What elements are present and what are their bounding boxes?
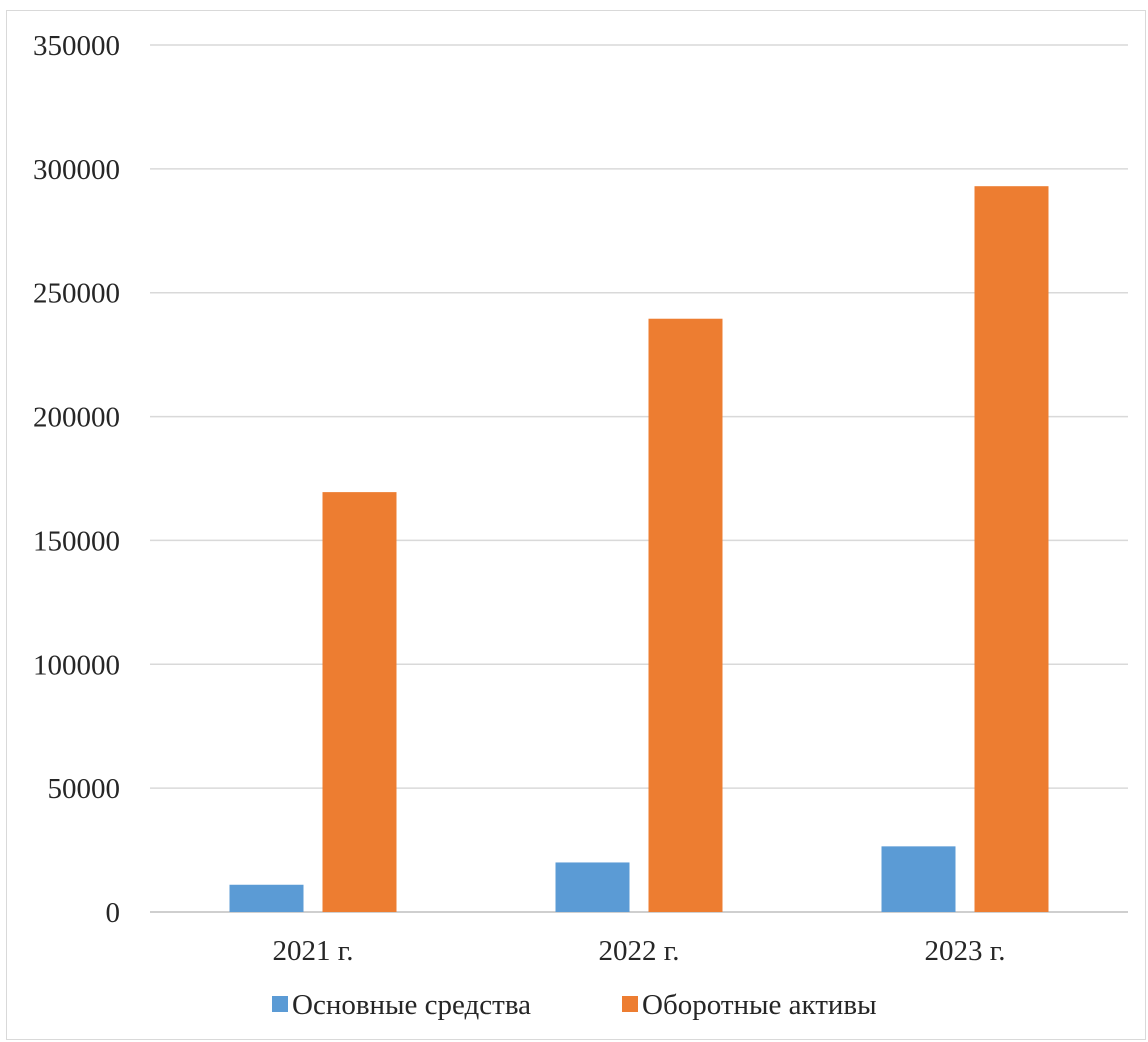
bars xyxy=(229,186,1049,913)
bar-oborotnye-aktivy-0 xyxy=(322,492,397,912)
y-tick-label: 50000 xyxy=(48,773,121,805)
x-tick-label: 2021 г. xyxy=(272,935,353,967)
y-tick-label: 350000 xyxy=(33,30,120,62)
x-tick-label: 2022 г. xyxy=(598,935,679,967)
legend-label: Основные средства xyxy=(292,989,531,1021)
y-tick-label: 100000 xyxy=(33,649,120,681)
legend-label: Оборотные активы xyxy=(642,989,877,1021)
bar-osnovnye-sredstva-0 xyxy=(229,884,304,912)
y-tick-label: 300000 xyxy=(33,154,120,186)
y-tick-label: 150000 xyxy=(33,525,120,557)
bar-osnovnye-sredstva-1 xyxy=(555,862,630,912)
y-tick-label: 250000 xyxy=(33,278,120,310)
bar-oborotnye-aktivy-1 xyxy=(648,318,723,913)
y-tick-label: 200000 xyxy=(33,402,120,434)
legend-swatch xyxy=(272,996,288,1012)
legend: Основные средства Оборотные активы xyxy=(272,989,877,1021)
legend-swatch xyxy=(622,996,638,1012)
bar-osnovnye-sredstva-2 xyxy=(881,846,956,912)
gridlines xyxy=(150,44,1128,913)
x-tick-label: 2023 г. xyxy=(924,935,1005,967)
y-tick-label: 0 xyxy=(106,897,121,929)
x-axis-labels: 2021 г. 2022 г. 2023 г. xyxy=(272,935,1005,967)
bar-oborotnye-aktivy-2 xyxy=(974,186,1049,912)
y-axis-labels: 0 50000 100000 150000 200000 250000 300000 3500… xyxy=(33,30,120,929)
